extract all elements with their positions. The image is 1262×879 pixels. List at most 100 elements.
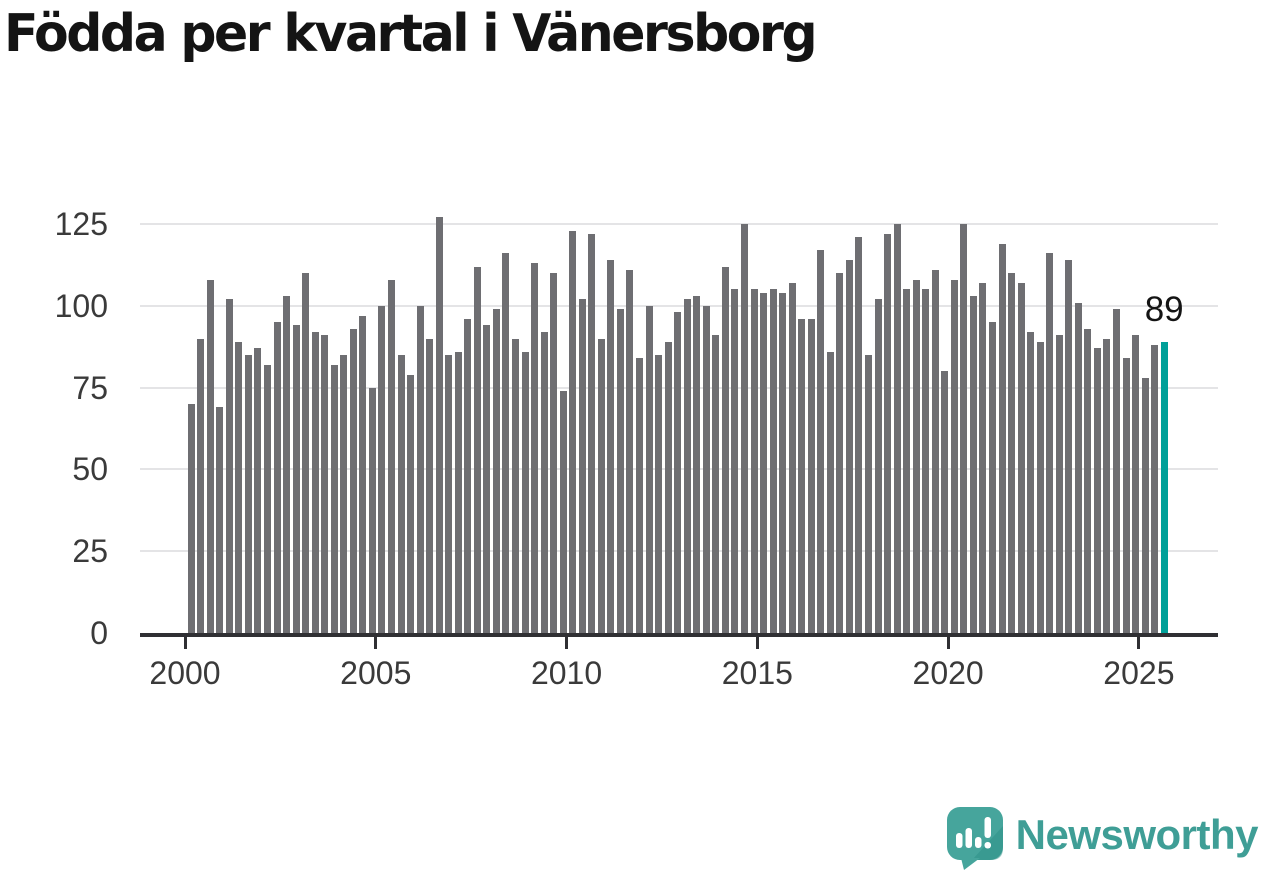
quarter-bar [1151,345,1159,633]
quarter-bar [187,403,195,633]
quarter-bar [1008,273,1016,633]
quarter-bar [655,354,663,633]
x-axis-label: 2000 [149,655,221,691]
quarter-bar [807,318,815,633]
quarter-bar [664,341,672,633]
quarter-bar [311,331,319,633]
quarter-bar [502,253,510,633]
quarter-bar [1046,253,1054,633]
quarter-bar [550,273,558,633]
quarter-bar [693,295,701,633]
x-axis-tick [565,637,569,649]
quarter-bar [197,338,205,633]
newsworthy-logo-icon [946,807,1003,870]
quarter-bar [330,364,338,633]
quarter-bar [225,299,233,633]
quarter-bar [721,266,729,633]
x-axis-label: 2015 [721,655,793,691]
x-axis-tick [755,637,759,649]
quarter-bar [874,299,882,633]
y-axis-label: 100 [54,287,108,324]
quarter-bar [378,305,386,633]
y-axis-label: 25 [72,533,108,570]
quarter-bar [1055,335,1063,633]
quarter-bar [626,269,634,633]
newsworthy-wordmark: Newsworthy [1015,811,1259,858]
quarter-bar [235,341,243,633]
quarter-bar [998,243,1006,633]
quarter-bar [492,309,500,633]
quarter-bar [931,269,939,633]
x-axis-tick [374,637,378,649]
quarter-bar [254,348,262,633]
quarter-bar [645,305,653,633]
quarter-bar [1065,259,1073,633]
quarter-bar [636,358,644,633]
quarter-bar [416,305,424,633]
y-axis-label: 125 [54,206,108,242]
quarter-bar [588,233,596,633]
quarter-bar [1036,341,1044,633]
quarter-bar [893,224,901,633]
quarter-bar [845,259,853,633]
x-axis-line [140,633,1218,637]
quarter-bar [426,338,434,633]
quarter-bar [1074,302,1082,633]
branding: Newsworthy [946,803,1259,873]
x-axis-tick [946,637,950,649]
quarter-bar [1084,328,1092,633]
quarter-bar [1093,348,1101,633]
quarter-bar [397,354,405,633]
quarter-bar [922,289,930,633]
quarter-bar [969,295,977,633]
quarter-bar [1122,358,1130,633]
quarter-bar [731,289,739,633]
quarter-bar [321,335,329,633]
quarter-bar [1027,331,1035,633]
quarter-bar [264,364,271,633]
quarter-bar [473,266,481,633]
x-axis-label: 2025 [1103,655,1175,691]
quarter-bar [712,335,720,633]
latest-value-annotation: 89 [1144,289,1184,329]
x-axis-tick [183,637,187,649]
quarter-bar [941,371,949,633]
quarter-bar [979,282,987,633]
quarter-bar [435,217,443,633]
quarter-bar [912,279,920,633]
quarter-bar [388,279,396,633]
quarter-bar [283,295,291,633]
quarter-bar [607,259,615,633]
quarter-bar [407,374,415,633]
quarter-bar [616,309,624,633]
quarter-bar [750,289,758,633]
quarter-bar [855,237,863,633]
quarter-bar [302,273,310,633]
quarter-bar [464,318,472,633]
x-axis-label: 2020 [912,655,984,691]
quarter-bar [988,322,996,633]
quarter-bar [359,315,367,633]
quarter-bar [244,354,252,633]
quarter-bar [760,292,768,633]
chart-title: Födda per kvartal i Vänersborg [4,4,818,64]
quarter-bar [683,299,691,633]
quarter-bar [483,325,491,633]
quarter-bar [798,318,806,633]
gridline [140,304,1218,307]
quarter-bar [903,289,911,633]
y-axis-label: 0 [90,615,108,651]
quarter-bar [531,263,539,633]
quarter-bar [340,354,348,633]
quarter-bar [454,351,462,633]
gridline [140,223,1218,225]
quarter-bar [597,338,605,633]
quarter-bar [950,279,958,633]
x-axis-label: 2005 [340,655,412,691]
quarter-bar [826,351,834,633]
quarter-bar [884,233,892,633]
quarter-bar [864,354,872,633]
quarter-bar [578,299,586,633]
quarter-bar [674,312,682,633]
